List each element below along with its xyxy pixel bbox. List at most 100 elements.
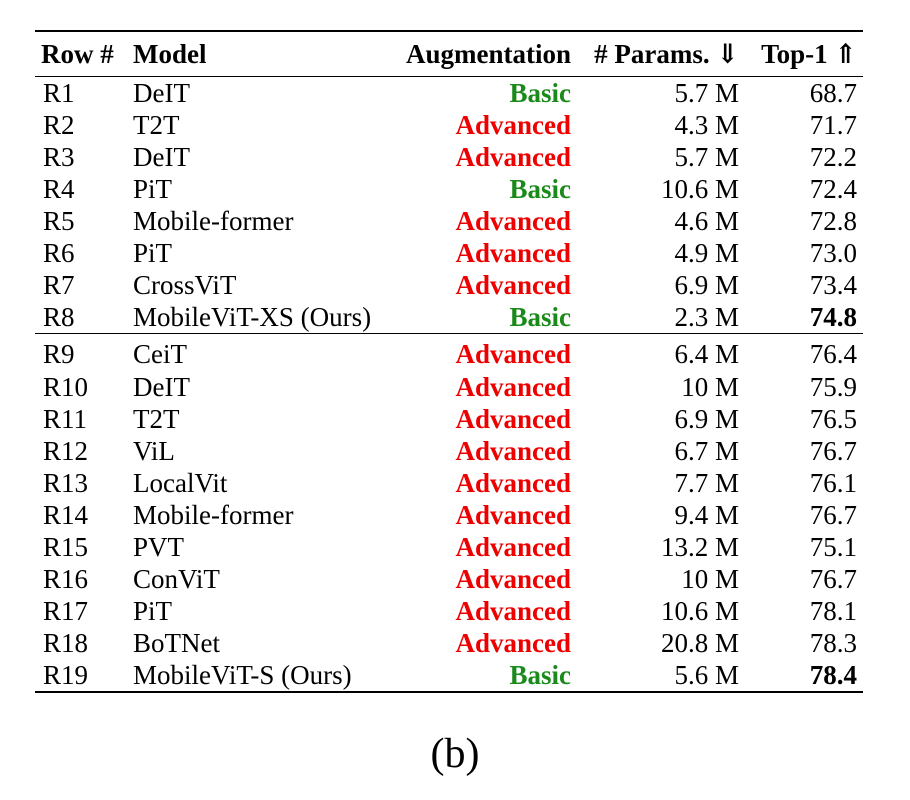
model-cell: PiT: [133, 173, 173, 204]
top1-cell: 72.2: [809, 141, 857, 172]
model-cell: Mobile-former: [133, 205, 294, 236]
table-row: R8 MobileViT-XS (Ours) Basic 2.3 M 74.8: [35, 301, 863, 334]
model-cell: ConViT: [133, 563, 220, 594]
row-number-cell: R1: [43, 77, 75, 108]
row-number-cell: R3: [43, 141, 75, 172]
model-cell: MobileViT-XS (Ours): [133, 301, 372, 332]
params-cell: 5.7 M: [674, 141, 739, 172]
header-row-number: Row #: [41, 38, 114, 69]
top1-cell: 78.1: [809, 595, 857, 626]
params-cell: 10 M: [681, 563, 739, 594]
params-cell: 6.7 M: [674, 435, 739, 466]
row-number-cell: R12: [43, 435, 89, 466]
top1-cell: 68.7: [809, 77, 857, 108]
augmentation-cell: Advanced: [455, 269, 571, 300]
params-cell: 10.6 M: [660, 595, 739, 626]
row-number-cell: R16: [43, 563, 89, 594]
top1-cell: 76.7: [809, 499, 857, 530]
table-row: R18 BoTNet Advanced 20.8 M 78.3: [35, 627, 863, 659]
augmentation-cell: Advanced: [455, 371, 571, 402]
augmentation-cell: Basic: [509, 77, 571, 108]
model-cell: T2T: [133, 109, 180, 140]
params-cell: 10 M: [681, 371, 739, 402]
params-cell: 5.7 M: [674, 77, 739, 108]
header-augmentation: Augmentation: [405, 38, 571, 69]
table-row: R6 PiT Advanced 4.9 M 73.0: [35, 237, 863, 269]
comparison-table: Row # Model Augmentation # Params. ⇓ Top…: [35, 30, 863, 693]
row-number-cell: R15: [43, 531, 89, 562]
model-cell: DeIT: [133, 371, 190, 402]
model-cell: ViL: [133, 435, 175, 466]
top1-cell: 76.4: [745, 333, 863, 371]
header-model: Model: [133, 38, 207, 69]
augmentation-cell: Advanced: [389, 333, 577, 371]
top1-cell: 76.1: [809, 467, 857, 498]
top1-cell: 75.1: [809, 531, 857, 562]
row-number-cell: R17: [43, 595, 89, 626]
row-number-cell: R4: [43, 173, 75, 204]
model-cell: Mobile-former: [133, 499, 294, 530]
params-cell: 20.8 M: [660, 627, 739, 658]
augmentation-cell: Advanced: [455, 531, 571, 562]
model-cell: MobileViT-S (Ours): [127, 659, 389, 693]
table-body: R1 DeIT Basic 5.7 M 68.7 R2 T2T Advanced 4.3 M 71…: [35, 77, 863, 693]
top1-cell: 76.7: [809, 435, 857, 466]
top1-cell: 74.8: [809, 301, 857, 332]
row-number-cell: R14: [43, 499, 89, 530]
row-number-cell: R8: [43, 301, 75, 332]
table-row: R15 PVT Advanced 13.2 M 75.1: [35, 531, 863, 563]
model-cell: CeiT: [127, 333, 389, 371]
top1-cell: 78.3: [809, 627, 857, 658]
augmentation-cell: Advanced: [455, 403, 571, 434]
table-row: R19 MobileViT-S (Ours) Basic 5.6 M 78.4: [35, 659, 863, 693]
model-cell: CrossViT: [133, 269, 237, 300]
top1-cell: 72.4: [809, 173, 857, 204]
augmentation-cell: Advanced: [455, 595, 571, 626]
table-row: R16 ConViT Advanced 10 M 76.7: [35, 563, 863, 595]
table-header: Row # Model Augmentation # Params. ⇓ Top…: [35, 31, 863, 77]
params-cell: 6.9 M: [674, 403, 739, 434]
params-cell: 2.3 M: [674, 301, 739, 332]
figure-caption: (b): [430, 731, 480, 777]
row-number-cell: R7: [43, 269, 75, 300]
row-number-cell: R13: [43, 467, 89, 498]
params-cell: 4.3 M: [674, 109, 739, 140]
augmentation-cell: Advanced: [455, 627, 571, 658]
augmentation-cell: Advanced: [455, 499, 571, 530]
model-cell: T2T: [133, 403, 180, 434]
params-cell: 4.6 M: [674, 205, 739, 236]
augmentation-cell: Basic: [509, 301, 571, 332]
model-cell: BoTNet: [133, 627, 220, 658]
table-row: R9 CeiT Advanced 6.4 M 76.4: [35, 333, 863, 371]
row-number-cell: R6: [43, 237, 75, 268]
top1-cell: 71.7: [809, 109, 857, 140]
augmentation-cell: Advanced: [455, 435, 571, 466]
top1-cell: 78.4: [745, 659, 863, 693]
params-cell: 10.6 M: [660, 173, 739, 204]
model-cell: DeIT: [133, 141, 190, 172]
params-cell: 13.2 M: [660, 531, 739, 562]
table-row: R1 DeIT Basic 5.7 M 68.7: [35, 77, 863, 110]
row-number-cell: R18: [43, 627, 89, 658]
augmentation-cell: Advanced: [455, 237, 571, 268]
table-row: R3 DeIT Advanced 5.7 M 72.2: [35, 141, 863, 173]
row-number-cell: R2: [43, 109, 75, 140]
table-row: R17 PiT Advanced 10.6 M 78.1: [35, 595, 863, 627]
augmentation-cell: Advanced: [455, 467, 571, 498]
top1-cell: 73.0: [809, 237, 857, 268]
top1-cell: 76.5: [809, 403, 857, 434]
table-row: R10 DeIT Advanced 10 M 75.9: [35, 371, 863, 403]
row-number-cell: R10: [43, 371, 89, 402]
model-cell: DeIT: [133, 77, 190, 108]
table-row: R7 CrossViT Advanced 6.9 M 73.4: [35, 269, 863, 301]
augmentation-cell: Advanced: [455, 563, 571, 594]
top1-cell: 75.9: [809, 371, 857, 402]
params-cell: 6.4 M: [577, 333, 745, 371]
model-cell: LocalVit: [133, 467, 228, 498]
params-cell: 5.6 M: [577, 659, 745, 693]
table-row: R11 T2T Advanced 6.9 M 76.5: [35, 403, 863, 435]
row-number-cell: R9: [35, 333, 127, 371]
augmentation-cell: Advanced: [455, 205, 571, 236]
row-number-cell: R19: [35, 659, 127, 693]
header-row: Row # Model Augmentation # Params. ⇓ Top…: [35, 31, 863, 77]
